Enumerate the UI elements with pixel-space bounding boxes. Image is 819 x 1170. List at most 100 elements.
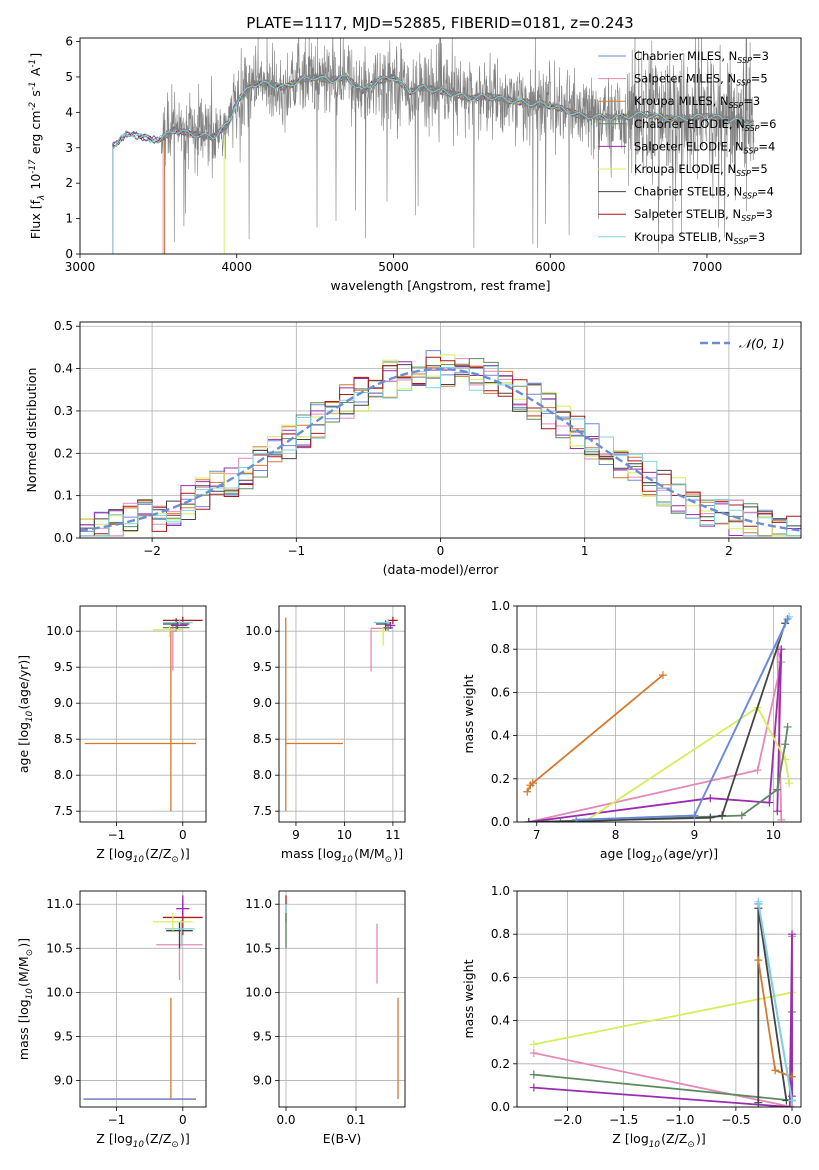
age-weight-ytick-label: 0.6 [491, 685, 510, 699]
legend-entry: Salpeter MILES, NSSP=5 [634, 72, 768, 88]
z-weight-xtick-label: −1.5 [609, 1113, 638, 1127]
z-age-xlabel: Z [log10 (Z/Z⊙ )] [96, 846, 189, 865]
age-weight-xtick-label: 10 [766, 828, 781, 842]
weight-line-chabrier-elodie [533, 1012, 793, 1102]
spectrum-ytick-label: 3 [65, 141, 73, 155]
z-mass-ytick-label: 9.5 [54, 1029, 73, 1043]
model-spectrum-top [112, 74, 754, 254]
mass-age-xtick-label: 10 [337, 828, 352, 842]
residuals-xtick-label: 0 [437, 544, 445, 558]
legend-entry: Kroupa ELODIE, NSSP=5 [634, 162, 768, 178]
z-age-panel: −1 0 7.5 8.0 8.5 9.0 9.5 10.0 Z [log10 (Z/Z⊙ )] a… [16, 605, 207, 865]
z-mass-frame [79, 890, 207, 1108]
z-weight-xtick-label: −1.0 [665, 1113, 694, 1127]
age-weight-xtick-label: 7 [533, 828, 541, 842]
mass-age-ytick-label: 9.5 [253, 660, 272, 674]
legend-entry: Chabrier STELIB, NSSP=4 [634, 185, 774, 201]
weight-marker [524, 818, 533, 822]
weight-marker [773, 785, 782, 794]
residuals-ytick-label: 0.0 [54, 531, 73, 545]
residuals-ytick-label: 0.1 [54, 489, 73, 503]
z-mass-ytick-label: 9.0 [54, 1074, 73, 1088]
z-mass-ytick-label: 11.0 [46, 897, 73, 911]
ebv-mass-ytick-label: 9.0 [253, 1074, 272, 1088]
z-weight-frame [516, 890, 802, 1108]
legend-entry: Chabrier ELODIE, NSSP=6 [634, 117, 776, 133]
weight-marker [781, 740, 790, 749]
weight-marker [765, 798, 774, 807]
z-weight-plot-area [529, 897, 797, 1107]
mass-age-xtick-label: 11 [385, 828, 400, 842]
spectrum-plot-area [112, 38, 755, 254]
age-weight-ytick-label: 1.0 [491, 599, 510, 613]
spectrum-xtick-label: 4000 [221, 260, 252, 274]
ebv-mass-ytick-label: 9.5 [253, 1029, 272, 1043]
spectrum-frame [79, 37, 802, 255]
residuals-xtick-label: −2 [143, 544, 161, 558]
mass-age-xlabel: mass [log10 (M/M⊙ )] [281, 846, 403, 865]
mass-age-ytick-label: 7.5 [253, 804, 272, 818]
ebv-mass-ytick-label: 10.0 [245, 985, 272, 999]
ebv-mass-xtick-label: 0.1 [346, 1113, 365, 1127]
weight-marker [783, 722, 792, 731]
mass-age-xtick-label: 9 [292, 828, 300, 842]
residuals-xtick-label: 1 [581, 544, 589, 558]
weight-marker [785, 779, 794, 788]
spectrum-xtick-label: 3000 [65, 260, 96, 274]
z-weight-panel: −2.0 −1.5 −1.0 −0.5 0.0 0.0 0.2 0.4 0.6 0.8 1.0 Z [… [461, 884, 802, 1150]
ebv-mass-ytick-label: 11.0 [245, 897, 272, 911]
weight-marker [572, 815, 581, 822]
weight-marker [785, 1103, 794, 1107]
z-age-xtick-label: −1 [108, 828, 126, 842]
weight-line-kroupa-elodie [533, 991, 793, 1069]
weight-marker [771, 1066, 780, 1075]
weight-marker [777, 815, 786, 822]
legend-entry: Salpeter ELODIE, NSSP=4 [634, 139, 775, 155]
weight-marker [754, 897, 763, 906]
z-weight-xtick-label: −2.0 [553, 1113, 582, 1127]
mass-age-ytick-label: 9.0 [253, 696, 272, 710]
z-weight-ytick-label: 0.6 [491, 970, 510, 984]
z-weight-ytick-label: 0.4 [491, 1014, 510, 1028]
weight-line-kroupa-stelib [576, 616, 791, 821]
histogram-kroupa-stelib [80, 365, 801, 537]
weight-marker [754, 1098, 763, 1107]
z-age-xtick-label: 0 [179, 828, 187, 842]
z-weight-ytick-label: 0.8 [491, 927, 510, 941]
weight-marker [528, 779, 537, 788]
age-weight-ytick-label: 0.0 [491, 815, 510, 829]
ebv-mass-xlabel: E(B-V) [323, 1131, 362, 1146]
age-weight-plot-area [523, 612, 794, 822]
weight-marker [788, 1072, 797, 1081]
ebv-mass-plot-area [285, 895, 399, 1100]
ebv-mass-xtick-label: 0.0 [276, 1113, 295, 1127]
weight-marker [777, 645, 786, 654]
mass-age-ytick-label: 8.0 [253, 768, 272, 782]
z-age-ytick-label: 9.5 [54, 660, 73, 674]
weight-marker [529, 1049, 538, 1057]
z-weight-ytick-label: 0.0 [491, 1100, 510, 1114]
spectrum-ytick-label: 4 [65, 105, 73, 119]
weight-marker [737, 811, 746, 820]
mass-age-plot-area [285, 616, 398, 812]
z-weight-xtick-label: −0.5 [721, 1113, 750, 1127]
z-weight-xlabel: Z [log10 (Z/Z⊙ )] [612, 1131, 705, 1150]
residuals-ylabel: Normed distribution [24, 368, 39, 493]
mass-age-ytick-label: 10.0 [245, 624, 272, 638]
residuals-plot-area [80, 350, 801, 537]
spectrum-panel: 3000 4000 5000 6000 7000 0 1 2 3 4 5 6 wavelength [A… [28, 35, 802, 293]
ebv-mass-frame [278, 890, 406, 1108]
weight-line-salpeter-miles [533, 936, 793, 1107]
weight-line-salpeter-miles [528, 646, 783, 822]
legend-entry: 𝒩(0, 1) [739, 336, 785, 351]
legend-entry: Salpeter STELIB, NSSP=3 [634, 207, 773, 223]
age-weight-ylabel: mass weight [461, 674, 476, 753]
spectrum-xtick-label: 5000 [378, 260, 409, 274]
weight-line-chabrier-stelib [528, 623, 787, 822]
residuals-ytick-label: 0.3 [54, 404, 73, 418]
spectrum-ytick-label: 0 [65, 247, 73, 261]
weight-marker [529, 1083, 538, 1092]
legend-entry: Kroupa STELIB, NSSP=3 [634, 230, 765, 246]
age-weight-xtick-label: 9 [691, 828, 699, 842]
weight-line-salpeter-elodie [533, 934, 793, 1107]
